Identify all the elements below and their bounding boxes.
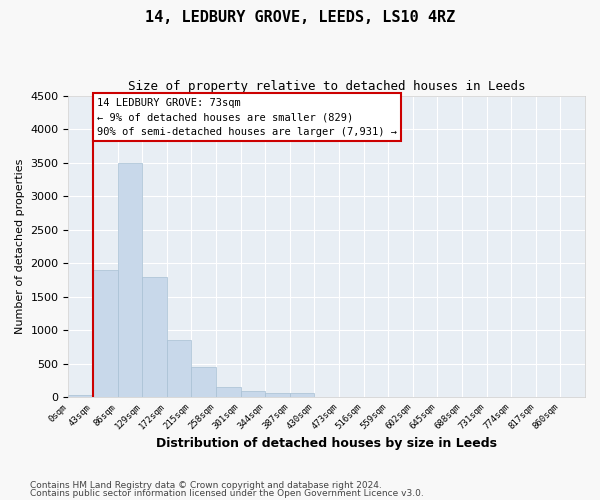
Bar — [68, 396, 93, 398]
Bar — [167, 340, 191, 398]
Bar — [191, 367, 216, 398]
Bar — [93, 270, 118, 398]
Bar — [118, 162, 142, 398]
Title: Size of property relative to detached houses in Leeds: Size of property relative to detached ho… — [128, 80, 526, 93]
Bar — [216, 386, 241, 398]
Text: 14 LEDBURY GROVE: 73sqm
← 9% of detached houses are smaller (829)
90% of semi-de: 14 LEDBURY GROVE: 73sqm ← 9% of detached… — [97, 98, 397, 137]
Bar — [290, 394, 314, 398]
Text: Contains HM Land Registry data © Crown copyright and database right 2024.: Contains HM Land Registry data © Crown c… — [30, 480, 382, 490]
X-axis label: Distribution of detached houses by size in Leeds: Distribution of detached houses by size … — [156, 437, 497, 450]
Bar — [265, 392, 290, 398]
Bar — [142, 276, 167, 398]
Text: 14, LEDBURY GROVE, LEEDS, LS10 4RZ: 14, LEDBURY GROVE, LEEDS, LS10 4RZ — [145, 10, 455, 25]
Bar — [241, 390, 265, 398]
Text: Contains public sector information licensed under the Open Government Licence v3: Contains public sector information licen… — [30, 489, 424, 498]
Y-axis label: Number of detached properties: Number of detached properties — [15, 159, 25, 334]
